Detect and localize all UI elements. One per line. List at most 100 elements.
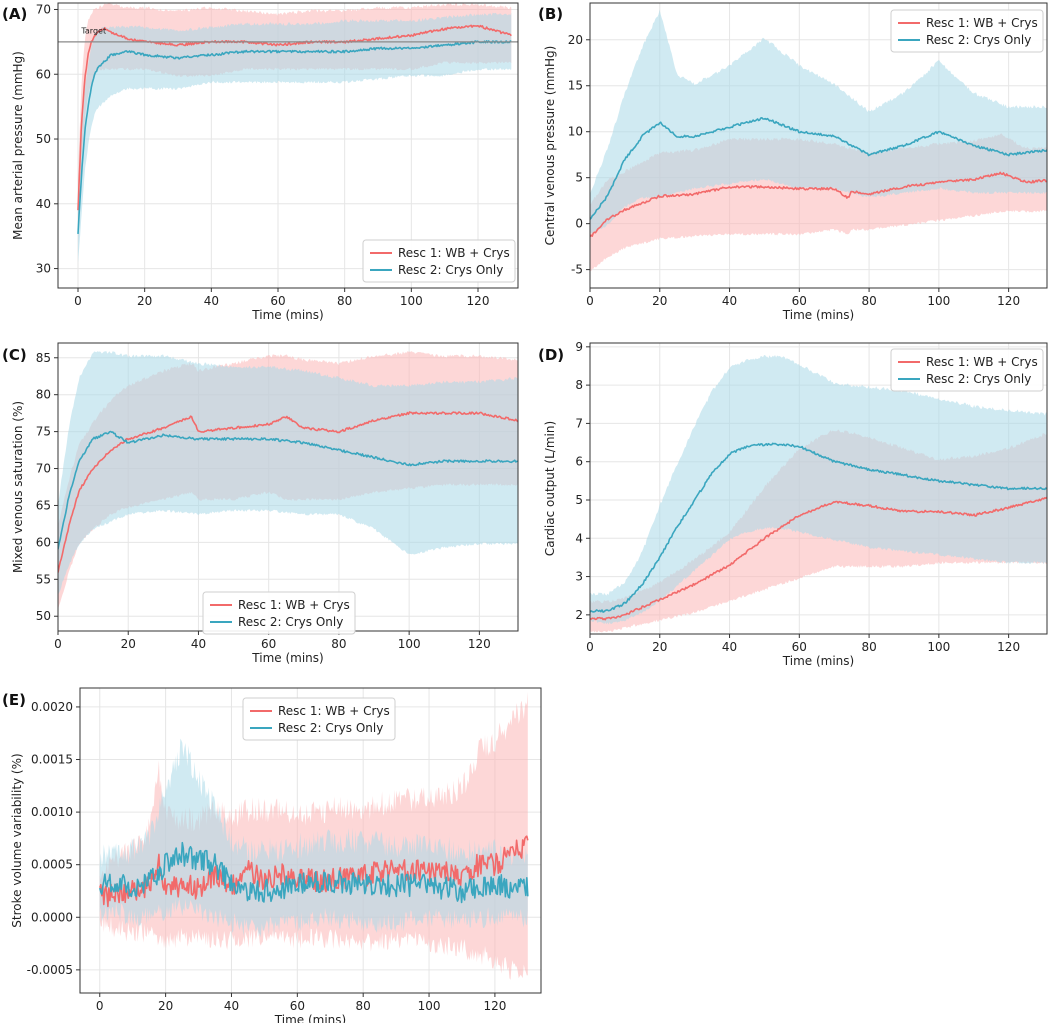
x-tick-label: 80: [861, 294, 876, 308]
y-tick-label: 50: [36, 609, 51, 623]
x-tick-label: 40: [204, 294, 219, 308]
y-axis-label: Central venous pressure (mmHg): [543, 46, 557, 246]
legend: Resc 1: WB + Crys Resc 2: Crys Only: [890, 9, 1044, 53]
legend-box: [242, 697, 396, 741]
y-tick-label: 0: [575, 217, 583, 231]
y-axis-label: Mean arterial pressure (mmHg): [11, 51, 25, 240]
y-tick-label: 9: [575, 340, 583, 354]
x-axis-label: Time (mins): [782, 308, 854, 322]
legend-label: Resc 2: Crys Only: [278, 721, 383, 735]
plot-area: [58, 350, 518, 610]
x-axis-label: Time (mins): [274, 1013, 346, 1023]
x-tick-label: 0: [586, 640, 594, 654]
x-tick-label: 40: [722, 640, 737, 654]
x-tick-label: 120: [997, 640, 1020, 654]
legend-label: Resc 1: WB + Crys: [926, 16, 1038, 30]
panel-C: 0 20 40 60 80 100 120 50 55 60 65 70 75 80 85 Time (min…: [2, 342, 519, 665]
band-D-series-2: [590, 355, 1047, 625]
y-tick-label: 5: [575, 493, 583, 507]
x-tick-label: 80: [331, 637, 346, 651]
x-tick-label: 40: [191, 637, 206, 651]
axes-frame: [589, 342, 1048, 635]
x-axis-label: Time (mins): [782, 654, 854, 668]
y-tick-label: 0.0020: [31, 700, 73, 714]
line-E-series-1: [99, 835, 529, 908]
y-tick-label: 0.0010: [31, 805, 73, 819]
plot-area: [590, 355, 1047, 633]
panel-letter: (D): [538, 346, 564, 364]
x-tick-label: 120: [483, 999, 506, 1013]
y-tick-label: 0.0000: [31, 910, 73, 924]
x-tick-label: 80: [337, 294, 352, 308]
y-tick-label: 70: [36, 2, 51, 16]
axes-frame: [57, 2, 519, 289]
x-tick-label: 20: [121, 637, 136, 651]
x-tick-label: 60: [270, 294, 285, 308]
panel-letter: (C): [2, 346, 27, 364]
line-A-series-2: [77, 40, 512, 234]
legend: Resc 1: WB + Crys Resc 2: Crys Only: [242, 697, 396, 741]
legend: Resc 1: WB + Crys Resc 2: Crys Only: [890, 348, 1044, 392]
panel-letter: (E): [2, 691, 26, 709]
x-tick-label: 0: [586, 294, 594, 308]
x-tick-label: 0: [96, 999, 104, 1013]
x-tick-label: 40: [722, 294, 737, 308]
line-E-series-2: [99, 841, 529, 904]
y-tick-label: 85: [36, 351, 51, 365]
x-axis-label: Time (mins): [251, 651, 323, 665]
x-tick-label: 80: [861, 640, 876, 654]
y-tick-label: 8: [575, 378, 583, 392]
legend: Resc 1: WB + Crys Resc 2: Crys Only: [202, 591, 356, 635]
line-D-series-2: [590, 442, 1047, 613]
x-tick-label: 120: [997, 294, 1020, 308]
legend-label: Resc 2: Crys Only: [238, 615, 343, 629]
panel-D: 0 20 40 60 80 100 120 2 3 4 5 6 7 8 9 Time (mins) Cardia…: [538, 340, 1048, 668]
line-B-series-1: [590, 171, 1047, 238]
line-B-series-2: [590, 117, 1047, 220]
y-tick-label: 50: [36, 132, 51, 146]
panel-A: Target 0 20 40 60 80 100 120 30 40 50 60 70 Time (min…: [2, 2, 519, 322]
y-tick-label: 2: [575, 608, 583, 622]
x-tick-label: 100: [398, 637, 421, 651]
line-C-series-2: [58, 430, 518, 550]
y-tick-label: 3: [575, 570, 583, 584]
y-tick-label: 5: [575, 171, 583, 185]
y-tick-label: 10: [568, 125, 583, 139]
legend-box: [890, 9, 1044, 53]
y-axis-label: Mixed venous saturation (%): [11, 401, 25, 573]
legend-box: [202, 591, 356, 635]
y-tick-label: 20: [568, 33, 583, 47]
legend-label: Resc 1: WB + Crys: [278, 704, 390, 718]
band-C-series-2: [58, 350, 518, 595]
y-tick-label: 60: [36, 535, 51, 549]
x-tick-label: 0: [54, 637, 62, 651]
panel-B: 0 20 40 60 80 100 120 -5 0 5 10 15 20 Time (mins) Cent…: [538, 2, 1048, 322]
y-tick-label: 75: [36, 425, 51, 439]
y-tick-label: 30: [36, 262, 51, 276]
legend-box: [362, 239, 516, 283]
plot-area: [99, 691, 529, 980]
legend: Resc 1: WB + Crys Resc 2: Crys Only: [362, 239, 516, 283]
y-tick-label: 70: [36, 462, 51, 476]
y-tick-label: -5: [571, 263, 583, 277]
y-axis-label: Stroke volume variability (%): [10, 753, 24, 927]
y-tick-label: -0.0005: [27, 963, 73, 977]
x-tick-label: 100: [927, 294, 950, 308]
x-tick-label: 100: [400, 294, 423, 308]
x-axis-label: Time (mins): [251, 308, 323, 322]
x-tick-label: 120: [468, 637, 491, 651]
legend-label: Resc 1: WB + Crys: [398, 246, 510, 260]
line-D-series-1: [590, 496, 1047, 621]
x-tick-label: 40: [224, 999, 239, 1013]
x-tick-label: 20: [158, 999, 173, 1013]
x-tick-label: 60: [792, 294, 807, 308]
x-tick-label: 80: [356, 999, 371, 1013]
legend-label: Resc 1: WB + Crys: [238, 598, 350, 612]
axes-frame: [79, 687, 542, 994]
y-tick-label: 7: [575, 416, 583, 430]
x-tick-label: 60: [792, 640, 807, 654]
x-tick-label: 20: [137, 294, 152, 308]
band-B-series-2: [590, 9, 1047, 234]
axes-frame: [589, 2, 1048, 289]
